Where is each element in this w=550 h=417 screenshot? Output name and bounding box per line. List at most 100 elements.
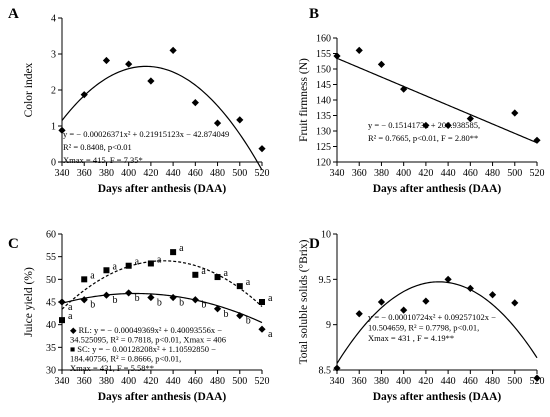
panel-c-point-sc	[170, 249, 177, 256]
panel-b-point	[400, 85, 408, 93]
panel-a-point	[213, 119, 222, 127]
panel-d-y-tick-label: 9	[326, 320, 331, 331]
panel-d-x-tick-label: 420	[418, 376, 433, 387]
panel-d-point	[400, 306, 408, 314]
panel-c-point-sc	[59, 317, 65, 324]
panel-c-point-rl	[191, 296, 199, 304]
panel-a-y-tick-label: 2	[51, 86, 56, 97]
panel-c-x-tick-label: 340	[55, 376, 70, 387]
panel-a-y-tick-label: 0	[51, 158, 56, 169]
panel-a-point	[58, 126, 66, 134]
panel-c-point-sc	[147, 260, 154, 267]
panel-d-x-tick-label: 440	[441, 376, 456, 387]
panel-d-x-tick-label: 380	[374, 376, 389, 387]
panel-c-x-tick-label: 520	[255, 376, 270, 387]
panel-c-x-tick-label: 420	[143, 376, 158, 387]
panel-c-point-rl	[102, 291, 111, 299]
panel-c-point-sc	[81, 276, 88, 283]
panel-a-y-axis-label: Color index	[23, 62, 35, 117]
panel-c-significance-letter: a	[135, 257, 140, 268]
panel-a-point	[125, 60, 133, 68]
panel-c-significance-letter: a	[246, 277, 251, 288]
panel-b-point	[422, 121, 430, 130]
panel-a-equation-line: Xmax = 415, F = 7.35*	[63, 155, 143, 165]
panel-b-x-tick-label: 460	[463, 168, 478, 179]
panel-b-fit-curve	[336, 57, 538, 144]
panel-d-equation-line: Xmax = 431 , F = 4.19**	[368, 333, 454, 343]
panel-b-point	[377, 60, 386, 68]
panel-c-x-tick-label: 400	[121, 376, 136, 387]
panel-c-point-rl	[169, 293, 177, 302]
panel-a-x-tick-label: 460	[188, 168, 203, 179]
panel-d-point	[355, 310, 363, 318]
panel-c-significance-letter: a	[68, 311, 73, 322]
panel-b-x-tick-label: 340	[330, 168, 345, 179]
panel-c-x-tick-label: 380	[99, 376, 114, 387]
panel-c-significance-letter: b	[224, 309, 229, 320]
panel-c-significance-letter: b	[157, 297, 162, 308]
panel-a-x-tick-label: 440	[166, 168, 181, 179]
panel-a-x-tick-label: 420	[143, 168, 158, 179]
panel-b-y-tick-label: 160	[316, 34, 331, 45]
panel-b-point	[511, 109, 519, 117]
panel-c-point-rl	[80, 296, 88, 304]
panel-b-x-tick-label: 480	[485, 168, 500, 179]
panel-d-x-tick-label: 400	[396, 376, 411, 387]
panel-b-y-tick-label: 155	[316, 49, 331, 60]
panel-b-y-tick-label: 140	[316, 96, 331, 107]
panel-c-fit-curve-rl	[61, 292, 263, 324]
panel-c-significance-letter: a	[112, 261, 117, 272]
panel-b-x-tick-label: 420	[418, 168, 433, 179]
panel-d-x-tick-label: 500	[507, 376, 522, 387]
panel-c-point-sc	[214, 274, 221, 281]
panel-b-y-tick-label: 120	[316, 158, 331, 169]
panel-b-x-tick-label: 520	[530, 168, 545, 179]
panel-c-significance-letter: a	[224, 268, 229, 279]
panel-a-equation-line: R² = 0.8408, p<0.01	[63, 142, 132, 152]
panel-c-equation-line: 184.40756, R² = 0.8666, p<0.01,	[70, 354, 181, 364]
panel-d-point	[333, 364, 341, 372]
panel-c-point-sc	[192, 271, 199, 278]
panel-b-point	[466, 115, 474, 123]
panel-a-x-tick-label: 500	[232, 168, 247, 179]
panel-c-x-tick-label: 480	[210, 376, 225, 387]
panel-d-x-tick-label: 340	[330, 376, 345, 387]
panel-a-x-tick-label: 480	[210, 168, 225, 179]
panel-c-significance-letter: b	[112, 295, 117, 306]
panel-c-x-tick-label: 500	[232, 376, 247, 387]
panel-a-y-tick-label: 1	[51, 122, 56, 133]
panel-c-x-axis-label: Days after anthesis (DAA)	[98, 391, 227, 403]
panel-c-y-tick-label: 60	[46, 230, 56, 241]
panel-a-point	[147, 77, 155, 85]
panel-c-significance-letter: a	[201, 266, 206, 277]
panel-b-x-tick-label: 440	[441, 168, 456, 179]
panel-c-y-tick-label: 30	[46, 366, 56, 377]
panel-d-equation-line: 10.504659, R² = 0.7798, p<0.01,	[368, 323, 479, 333]
panel-c-fit-curve-sc	[61, 260, 263, 310]
panel-b-y-tick-label: 135	[316, 111, 331, 122]
panel-b-x-tick-label: 360	[352, 168, 367, 179]
panel-d-equation-line: y = − 0.00010724x² + 0.09257102x −	[368, 312, 496, 322]
panel-c-significance-letter: b	[179, 297, 184, 308]
panel-c-point-rl	[125, 289, 133, 297]
panel-b-equation-line: y = − 0.1514173x + 204.938585,	[368, 120, 480, 130]
panel-c-equation-line: ■ SC: y = − 0.00128208x² + 1.10592850 −	[70, 344, 216, 354]
panel-b-point	[533, 136, 541, 144]
panel-c-significance-letter: a	[268, 329, 273, 340]
panel-a-fit-curve	[61, 65, 263, 171]
panel-a-x-tick-label: 400	[121, 168, 136, 179]
panel-b-x-axis-label: Days after anthesis (DAA)	[373, 183, 502, 195]
panel-c-y-tick-label: 45	[46, 298, 56, 309]
panel-a-point	[258, 145, 266, 153]
panel-c-y-tick-label: 35	[46, 343, 56, 354]
panel-b-y-tick-label: 125	[316, 142, 331, 153]
panel-c-point-rl	[147, 293, 155, 302]
panel-b-x-tick-label: 400	[396, 168, 411, 179]
panel-c-significance-letter: b	[201, 300, 206, 311]
panel-a-x-tick-label: 340	[55, 168, 70, 179]
panel-c-significance-letter: a	[268, 293, 273, 304]
panel-c-y-axis-label: Juice yield (%)	[23, 267, 35, 337]
panel-a-point	[169, 46, 177, 54]
panel-a-label: A	[8, 6, 19, 22]
